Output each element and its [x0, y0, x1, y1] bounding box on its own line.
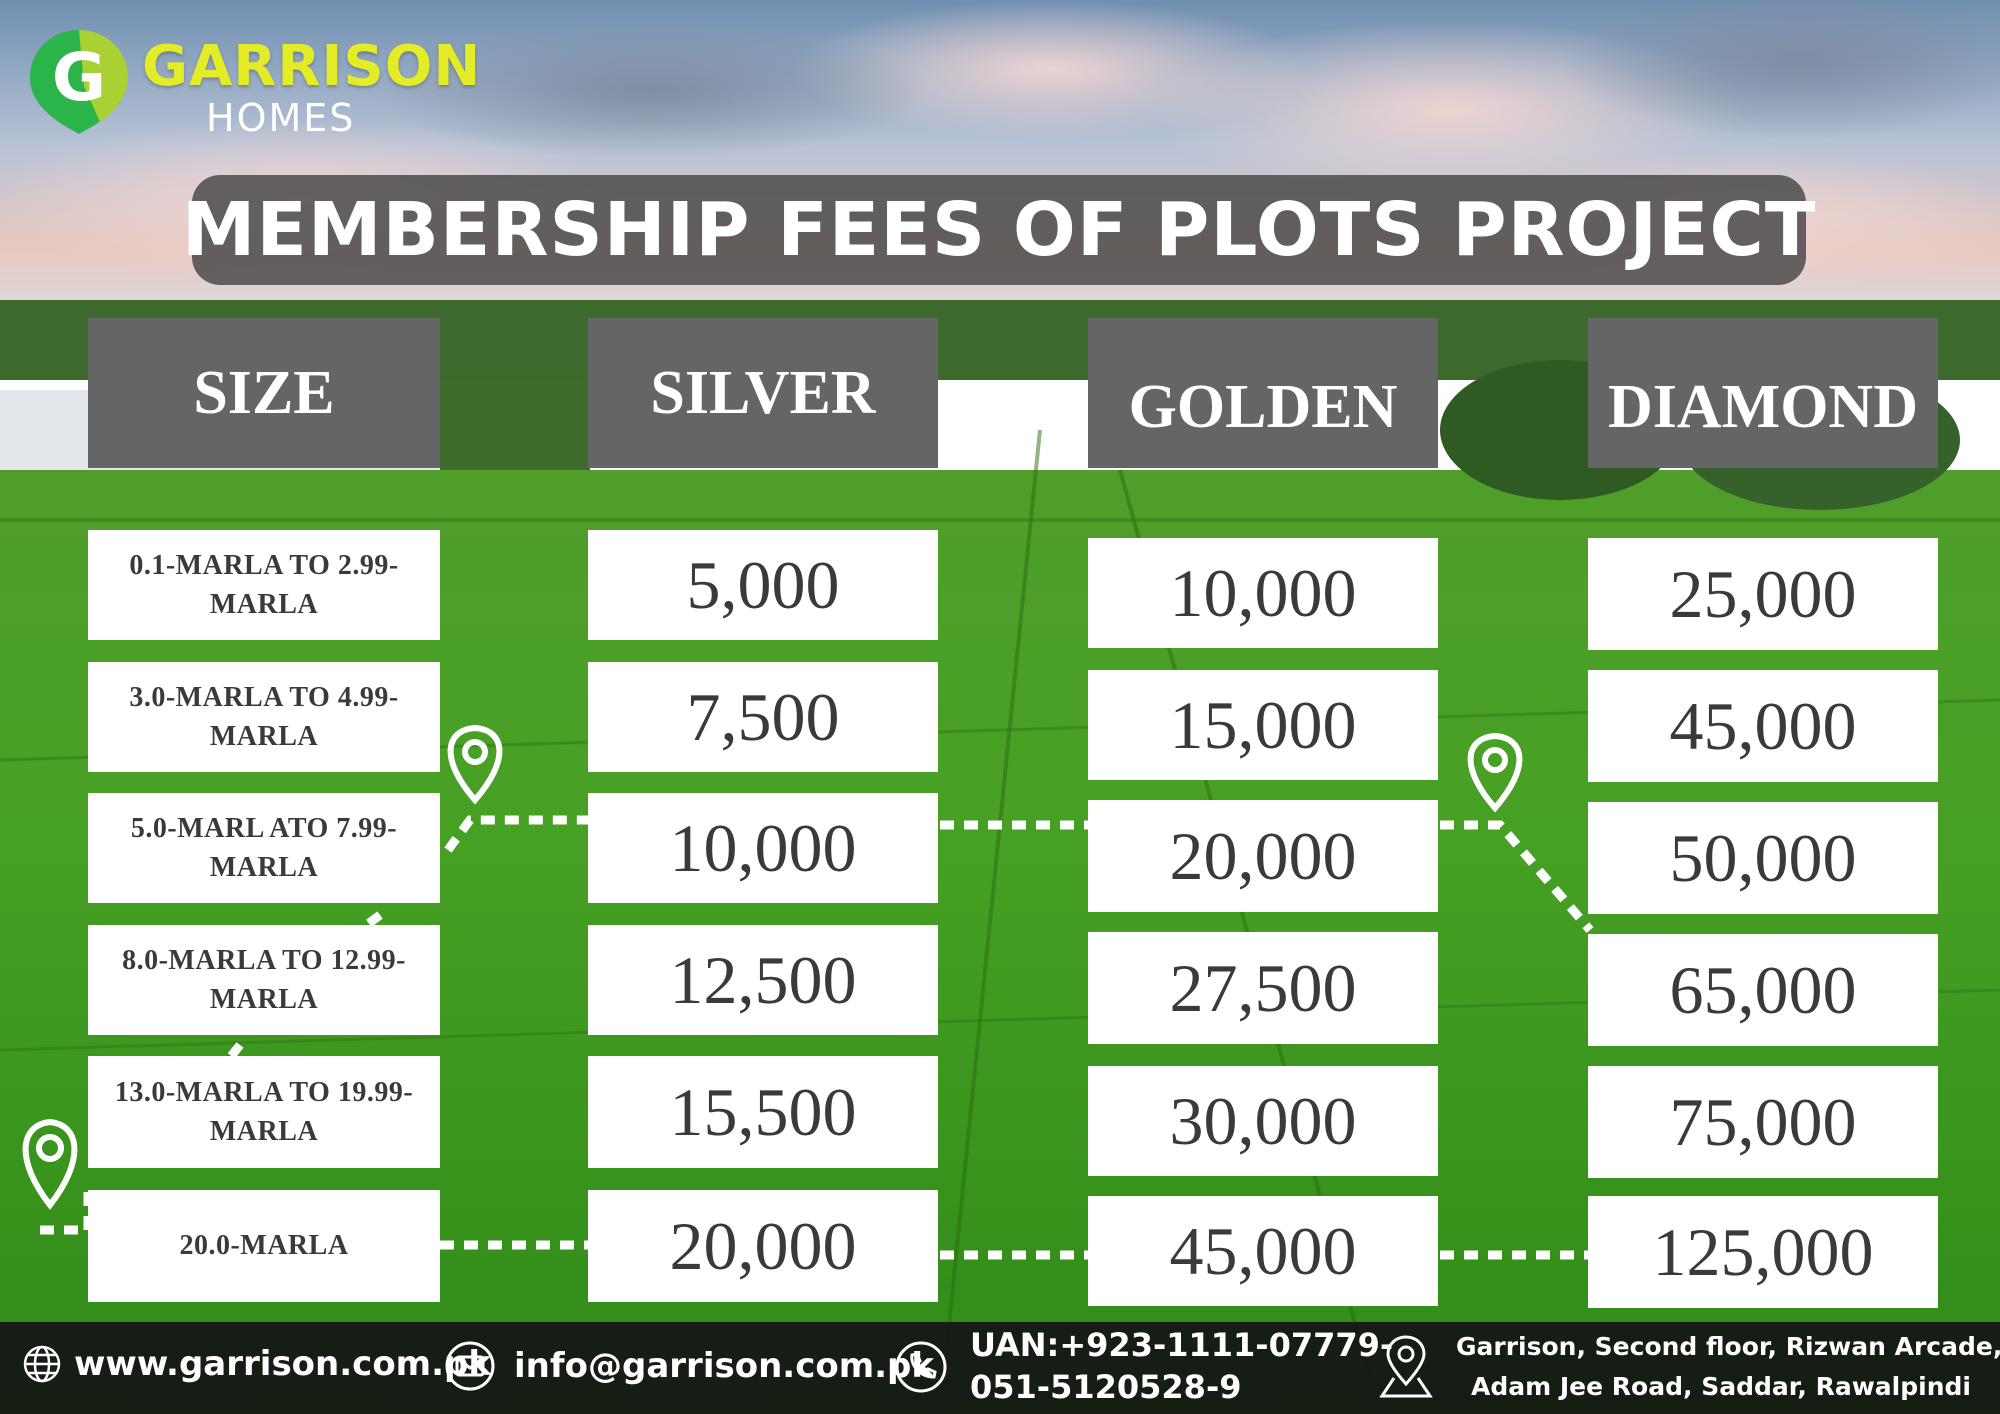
size-2-line1: 3.0-MARLA TO 4.99-: [129, 681, 399, 713]
diamond-fee-3: 50,000: [1588, 802, 1938, 914]
phone-line-1: UAN:+923-1111-07779-: [970, 1326, 1394, 1364]
size-6-line1: 20.0-MARLA: [179, 1230, 349, 1262]
size-3-line2: MARLA: [209, 852, 319, 883]
diamond-fee-1: 25,000: [1588, 538, 1938, 650]
silver-fee-3: 10,000: [588, 793, 938, 903]
phone-icon: [895, 1341, 947, 1393]
silver-fee-6: 20,000: [588, 1190, 938, 1302]
size-5-line2: MARLA: [209, 1116, 319, 1147]
size-cell-2: 3.0-MARLA TO 4.99- MARLA: [88, 662, 440, 772]
golden-fee-6: 45,000: [1088, 1196, 1438, 1306]
golden-fee-1: 10,000: [1088, 538, 1438, 648]
diamond-fee-2: 45,000: [1588, 670, 1938, 782]
size-cell-5: 13.0-MARLA TO 19.99- MARLA: [88, 1056, 440, 1168]
golden-fee-3: 20,000: [1088, 800, 1438, 912]
header-diamond: DIAMOND: [1588, 318, 1938, 468]
silver-fee-4: 12,500: [588, 925, 938, 1035]
size-3-line1: 5.0-MARL ATO 7.99-: [130, 812, 398, 844]
website-link[interactable]: www.garrison.com.pk: [74, 1344, 491, 1384]
size-5-line1: 13.0-MARLA TO 19.99-: [114, 1076, 414, 1108]
address-line-2: Adam Jee Road, Saddar, Rawalpindi: [1471, 1372, 1971, 1401]
brand-sub: HOMES: [206, 96, 356, 140]
globe-icon: [23, 1345, 61, 1383]
title-banner: MEMBERSHIP FEES OF PLOTS PROJECT: [182, 175, 1815, 285]
golden-fee-4: 27,500: [1088, 932, 1438, 1044]
garrison-logo-mark-icon: G: [30, 30, 128, 134]
address-line-1: Garrison, Second floor, Rizwan Arcade,: [1456, 1332, 2000, 1361]
envelope-icon: [445, 1341, 495, 1391]
location-pin-icon: [1379, 1335, 1433, 1398]
size-4-line2: MARLA: [209, 984, 319, 1015]
phone-line-2: 051-5120528-9: [970, 1368, 1242, 1406]
golden-fee-2: 15,000: [1088, 670, 1438, 780]
silver-fee-2: 7,500: [588, 662, 938, 772]
silver-fee-1: 5,000: [588, 530, 938, 640]
golden-fee-5: 30,000: [1088, 1066, 1438, 1176]
size-1-line2: MARLA: [209, 589, 319, 620]
size-4-line1: 8.0-MARLA TO 12.99-: [122, 944, 406, 976]
contact-footer: www.garrison.com.pk info@garrison.com.pk…: [0, 1322, 2000, 1414]
size-2-line2: MARLA: [209, 721, 319, 752]
header-size: SIZE: [88, 318, 440, 468]
size-cell-6: 20.0-MARLA: [88, 1190, 440, 1302]
size-cell-1: 0.1-MARLA TO 2.99- MARLA: [88, 530, 440, 640]
diamond-fee-4: 65,000: [1588, 934, 1938, 1046]
brand-logo: G GARRISON HOMES: [24, 26, 480, 140]
diamond-fee-6: 125,000: [1588, 1196, 1938, 1308]
size-cell-3: 5.0-MARL ATO 7.99- MARLA: [88, 793, 440, 903]
size-cell-4: 8.0-MARLA TO 12.99- MARLA: [88, 925, 440, 1035]
brand-name: GARRISON: [142, 34, 482, 99]
header-silver: SILVER: [588, 318, 938, 468]
diamond-fee-5: 75,000: [1588, 1066, 1938, 1178]
size-1-line1: 0.1-MARLA TO 2.99-: [129, 549, 399, 581]
header-golden: GOLDEN: [1088, 318, 1438, 468]
email-link[interactable]: info@garrison.com.pk: [514, 1346, 935, 1386]
logo-mark-letter: G: [52, 39, 106, 116]
page-title: MEMBERSHIP FEES OF PLOTS PROJECT: [181, 187, 1817, 273]
silver-fee-5: 15,500: [588, 1056, 938, 1168]
